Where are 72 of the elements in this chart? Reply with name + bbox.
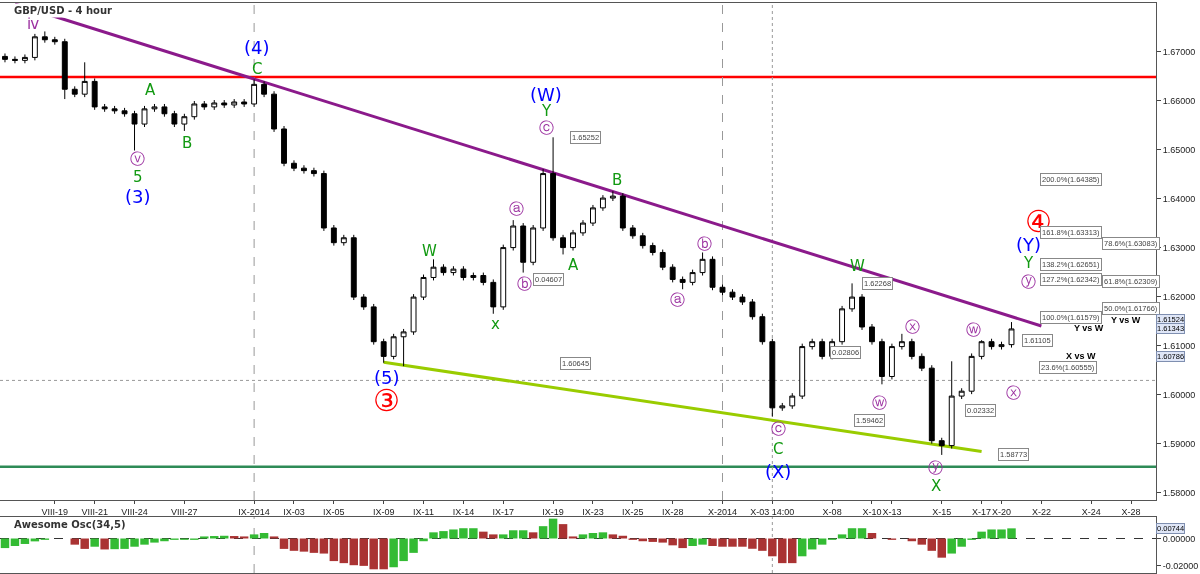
annotation: X vs W [1066, 351, 1097, 361]
annotation: C [252, 60, 263, 78]
y-tick-label: 1.63000 [1162, 242, 1196, 253]
annotation: B [182, 134, 193, 152]
x-tick-label: IX-11 [413, 506, 434, 517]
annotation: C [773, 440, 784, 458]
y-tick-label: 1.64000 [1162, 193, 1196, 204]
annotation: W [422, 242, 437, 260]
x-tick-label: IX-03 [283, 506, 305, 517]
y-tick-label: 0.00000 [1162, 533, 1196, 544]
annotation: B [612, 171, 623, 189]
annotation: Y [1023, 254, 1034, 272]
x-tick-label: IX-09 [372, 506, 395, 517]
annotation: 5 [133, 168, 143, 186]
x-tick-label: X-2014 [707, 506, 738, 517]
annotation: ⓑ [697, 235, 712, 253]
x-tick-label: X-20 [992, 506, 1012, 517]
y-tick-label: 1.66000 [1162, 95, 1196, 106]
y-tick-label: 1.59000 [1162, 438, 1196, 449]
x-tick-label: IX-19 [542, 506, 564, 517]
annotation: ⓑ [517, 275, 532, 293]
annotation: ⓥ [130, 150, 145, 168]
annotation: ⓧ [905, 318, 920, 336]
annotation: ⓦ [872, 394, 887, 412]
x-tick-label: IX-05 [323, 506, 345, 517]
x-tick-label: X-03 14:00 [750, 506, 795, 517]
annotation: (W) [530, 84, 562, 105]
y-tick-label: 1.60000 [1162, 389, 1196, 400]
annotation: ⅳ [27, 15, 40, 33]
annotation: ⓒ [539, 119, 554, 137]
annotation: X [931, 477, 942, 495]
y-tick-label: 1.62000 [1162, 291, 1196, 302]
chart-title: GBP/USD - 4 hour [14, 5, 113, 16]
x-tick-label: IX-17 [492, 506, 515, 517]
x-tick-label: IX-25 [622, 506, 644, 517]
x-tick-label: IX-14 [452, 506, 475, 517]
annotation: Y [541, 102, 552, 120]
x-tick-label: X-13 [882, 506, 902, 517]
annotation: (3) [125, 186, 151, 207]
x-tick-label: X-17 [972, 506, 992, 517]
y-tick-label: 1.61000 [1162, 340, 1196, 351]
y-tick-label: 1.65000 [1162, 144, 1196, 155]
y-tick-label: 1.67000 [1162, 46, 1196, 57]
x-tick-label: IX-2014 [238, 506, 270, 517]
annotation: Y vs W [1111, 315, 1141, 325]
x-tick-label: X-08 [822, 506, 842, 517]
x-tick-label: X-28 [1121, 506, 1141, 517]
annotation: ⓐ [509, 200, 524, 218]
x-tick-label: X-10 [862, 506, 882, 517]
annotation: ⓧ [1006, 384, 1021, 402]
annotation: A [568, 256, 579, 274]
x-tick-label: IX-28 [661, 506, 684, 517]
annotation: ⓒ [771, 420, 786, 438]
x-tick-label: VIII-24 [121, 506, 148, 517]
x-tick-label: X-15 [932, 506, 952, 517]
annotation: x [491, 315, 500, 333]
y-tick-label: 1.58000 [1162, 487, 1196, 498]
y-tick-label: -0.02000 [1162, 561, 1199, 572]
annotation: (Y) [1016, 234, 1042, 255]
x-tick-label: X-22 [1031, 506, 1051, 517]
annotation: ⓦ [966, 321, 981, 339]
annotation: A [145, 81, 156, 99]
annotation: Y vs W [1074, 323, 1104, 333]
chart-title: Awesome Osc(34,5) [14, 519, 126, 530]
x-tick-label: X-24 [1081, 506, 1101, 517]
x-tick-label: VIII-19 [41, 506, 69, 517]
annotation: (4) [244, 37, 270, 58]
annotation: ⓨ [1021, 273, 1036, 291]
annotation: ⓐ [670, 291, 685, 309]
x-tick-label: VIII-21 [81, 506, 108, 517]
x-tick-label: IX-23 [582, 506, 604, 517]
x-tick-label: VIII-27 [171, 506, 198, 517]
